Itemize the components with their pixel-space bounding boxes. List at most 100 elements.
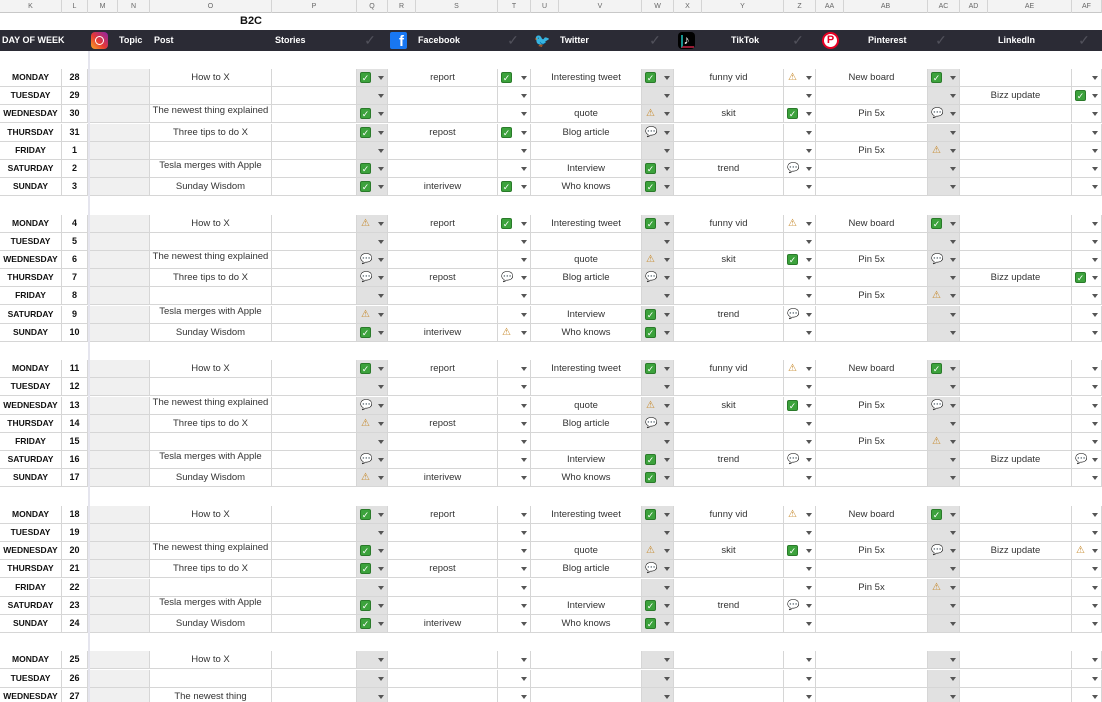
linkedin-status-dropdown[interactable] bbox=[1072, 506, 1102, 524]
date-cell[interactable]: 19 bbox=[62, 524, 88, 542]
pinterest-cell[interactable]: New board bbox=[816, 69, 928, 87]
linkedin-status-dropdown[interactable] bbox=[1072, 360, 1102, 378]
pinterest-status-dropdown[interactable]: ⚠ bbox=[928, 287, 960, 305]
twitter-status-dropdown[interactable] bbox=[642, 378, 674, 396]
facebook-status-dropdown[interactable] bbox=[498, 360, 531, 378]
stories-cell[interactable] bbox=[272, 415, 357, 433]
topic-cell[interactable] bbox=[90, 597, 150, 615]
linkedin-cell[interactable] bbox=[960, 615, 1072, 633]
stories-cell[interactable] bbox=[272, 433, 357, 451]
twitter-cell[interactable] bbox=[531, 142, 642, 160]
tiktok-cell[interactable] bbox=[674, 378, 784, 396]
tiktok-cell[interactable] bbox=[674, 469, 784, 487]
linkedin-status-dropdown[interactable]: 💬 bbox=[1072, 451, 1102, 469]
post-cell[interactable]: The newest thing explained bbox=[150, 397, 272, 415]
instagram-status-dropdown[interactable]: ✓ bbox=[357, 178, 388, 196]
stories-cell[interactable] bbox=[272, 579, 357, 597]
twitter-status-dropdown[interactable]: ✓ bbox=[642, 69, 674, 87]
tiktok-cell[interactable] bbox=[674, 560, 784, 578]
column-letter-m[interactable]: M bbox=[88, 0, 118, 13]
tiktok-cell[interactable] bbox=[674, 615, 784, 633]
date-cell[interactable]: 14 bbox=[62, 415, 88, 433]
post-cell[interactable] bbox=[150, 433, 272, 451]
linkedin-status-dropdown[interactable] bbox=[1072, 105, 1102, 123]
facebook-cell[interactable] bbox=[388, 233, 498, 251]
topic-cell[interactable] bbox=[90, 378, 150, 396]
post-cell[interactable]: The newest thing explained bbox=[150, 542, 272, 560]
linkedin-status-dropdown[interactable] bbox=[1072, 160, 1102, 178]
instagram-status-dropdown[interactable]: ✓ bbox=[357, 615, 388, 633]
facebook-cell[interactable] bbox=[388, 251, 498, 269]
day-cell[interactable]: SATURDAY bbox=[0, 160, 62, 178]
pinterest-cell[interactable]: New board bbox=[816, 215, 928, 233]
facebook-status-dropdown[interactable] bbox=[498, 542, 531, 560]
tiktok-cell[interactable] bbox=[674, 688, 784, 702]
date-cell[interactable]: 13 bbox=[62, 397, 88, 415]
tiktok-cell[interactable] bbox=[674, 670, 784, 688]
tiktok-status-dropdown[interactable]: 💬 bbox=[784, 597, 816, 615]
linkedin-cell[interactable] bbox=[960, 360, 1072, 378]
stories-cell[interactable] bbox=[272, 233, 357, 251]
post-cell[interactable]: Three tips to do X bbox=[150, 124, 272, 142]
facebook-status-dropdown[interactable] bbox=[498, 415, 531, 433]
post-cell[interactable]: How to X bbox=[150, 360, 272, 378]
pinterest-cell[interactable]: Pin 5x bbox=[816, 579, 928, 597]
pinterest-status-dropdown[interactable] bbox=[928, 324, 960, 342]
day-cell[interactable]: FRIDAY bbox=[0, 433, 62, 451]
post-cell[interactable]: Tesla merges with Apple bbox=[150, 306, 272, 324]
facebook-cell[interactable]: interivew bbox=[388, 324, 498, 342]
pinterest-cell[interactable] bbox=[816, 233, 928, 251]
pinterest-status-dropdown[interactable] bbox=[928, 306, 960, 324]
facebook-status-dropdown[interactable] bbox=[498, 615, 531, 633]
tiktok-cell[interactable] bbox=[674, 233, 784, 251]
instagram-status-dropdown[interactable] bbox=[357, 524, 388, 542]
pinterest-status-dropdown[interactable] bbox=[928, 560, 960, 578]
twitter-status-dropdown[interactable] bbox=[642, 142, 674, 160]
facebook-cell[interactable] bbox=[388, 287, 498, 305]
post-cell[interactable]: The newest thing explained bbox=[150, 105, 272, 123]
stories-cell[interactable] bbox=[272, 615, 357, 633]
tiktok-status-dropdown[interactable] bbox=[784, 378, 816, 396]
twitter-status-dropdown[interactable]: 💬 bbox=[642, 124, 674, 142]
stories-cell[interactable] bbox=[272, 160, 357, 178]
pinterest-status-dropdown[interactable]: ✓ bbox=[928, 360, 960, 378]
pinterest-status-dropdown[interactable]: 💬 bbox=[928, 542, 960, 560]
topic-cell[interactable] bbox=[90, 542, 150, 560]
linkedin-cell[interactable] bbox=[960, 397, 1072, 415]
linkedin-cell[interactable] bbox=[960, 160, 1072, 178]
column-letter-u[interactable]: U bbox=[531, 0, 559, 13]
tiktok-status-dropdown[interactable] bbox=[784, 469, 816, 487]
linkedin-status-dropdown[interactable] bbox=[1072, 524, 1102, 542]
twitter-cell[interactable] bbox=[531, 378, 642, 396]
facebook-cell[interactable] bbox=[388, 524, 498, 542]
linkedin-cell[interactable] bbox=[960, 287, 1072, 305]
post-cell[interactable]: Tesla merges with Apple bbox=[150, 160, 272, 178]
day-cell[interactable]: SATURDAY bbox=[0, 597, 62, 615]
linkedin-status-dropdown[interactable] bbox=[1072, 233, 1102, 251]
facebook-cell[interactable]: report bbox=[388, 506, 498, 524]
instagram-status-dropdown[interactable]: 💬 bbox=[357, 397, 388, 415]
linkedin-cell[interactable] bbox=[960, 69, 1072, 87]
column-letter-ad[interactable]: AD bbox=[960, 0, 988, 13]
day-cell[interactable]: SUNDAY bbox=[0, 469, 62, 487]
day-cell[interactable]: MONDAY bbox=[0, 360, 62, 378]
twitter-cell[interactable]: Interesting tweet bbox=[531, 69, 642, 87]
facebook-status-dropdown[interactable] bbox=[498, 560, 531, 578]
twitter-cell[interactable]: Blog article bbox=[531, 560, 642, 578]
linkedin-status-dropdown[interactable] bbox=[1072, 469, 1102, 487]
topic-cell[interactable] bbox=[90, 579, 150, 597]
facebook-status-dropdown[interactable] bbox=[498, 105, 531, 123]
pinterest-cell[interactable]: Pin 5x bbox=[816, 251, 928, 269]
post-cell[interactable]: The newest thing explained bbox=[150, 251, 272, 269]
linkedin-cell[interactable] bbox=[960, 579, 1072, 597]
day-cell[interactable]: TUESDAY bbox=[0, 670, 62, 688]
facebook-status-dropdown[interactable] bbox=[498, 142, 531, 160]
twitter-cell[interactable]: Blog article bbox=[531, 269, 642, 287]
facebook-status-dropdown[interactable] bbox=[498, 251, 531, 269]
post-cell[interactable] bbox=[150, 579, 272, 597]
linkedin-status-dropdown[interactable] bbox=[1072, 397, 1102, 415]
day-cell[interactable]: TUESDAY bbox=[0, 524, 62, 542]
tiktok-status-dropdown[interactable]: ✓ bbox=[784, 397, 816, 415]
facebook-cell[interactable] bbox=[388, 160, 498, 178]
stories-cell[interactable] bbox=[272, 287, 357, 305]
